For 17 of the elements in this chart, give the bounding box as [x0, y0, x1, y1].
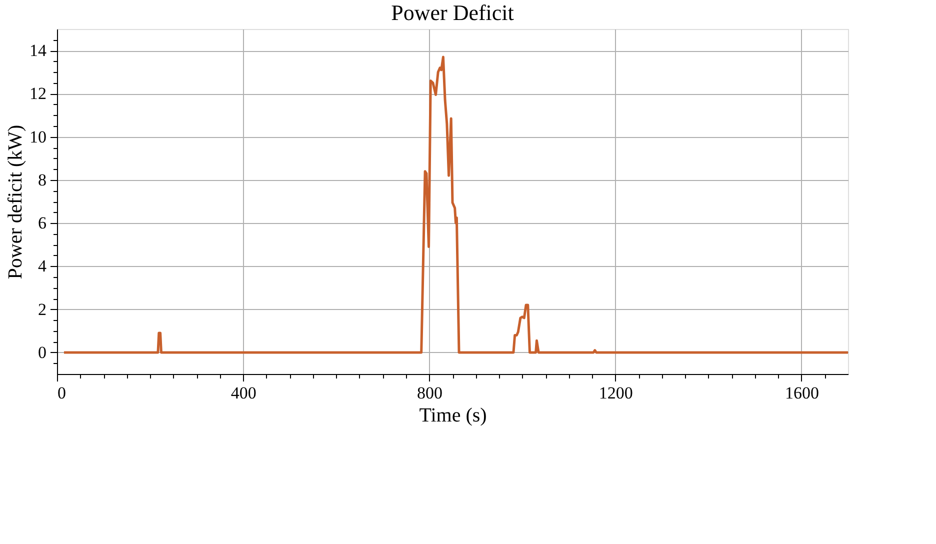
y-tick-label: 8	[38, 170, 46, 190]
y-tick-label: 4	[38, 256, 47, 276]
y-tick-label: 2	[38, 300, 46, 319]
x-tick-label: 1600	[784, 384, 819, 402]
y-tick-label: 0	[38, 342, 46, 362]
x-axis-title: Time (s)	[419, 404, 487, 426]
y-tick-label: 6	[38, 214, 46, 233]
y-axis-title: Power deficit (kW)	[4, 124, 26, 280]
chart-title: Power Deficit	[391, 0, 514, 25]
x-tick-label: 1200	[598, 384, 633, 402]
y-tick-label: 12	[30, 84, 46, 104]
x-tick-label: 800	[416, 384, 442, 402]
y-tick-label: 10	[30, 127, 46, 146]
x-tick-label: 0	[58, 384, 66, 402]
line-series	[62, 56, 848, 354]
y-tick-label: 14	[30, 41, 47, 60]
x-tick-label: 400	[230, 384, 256, 402]
